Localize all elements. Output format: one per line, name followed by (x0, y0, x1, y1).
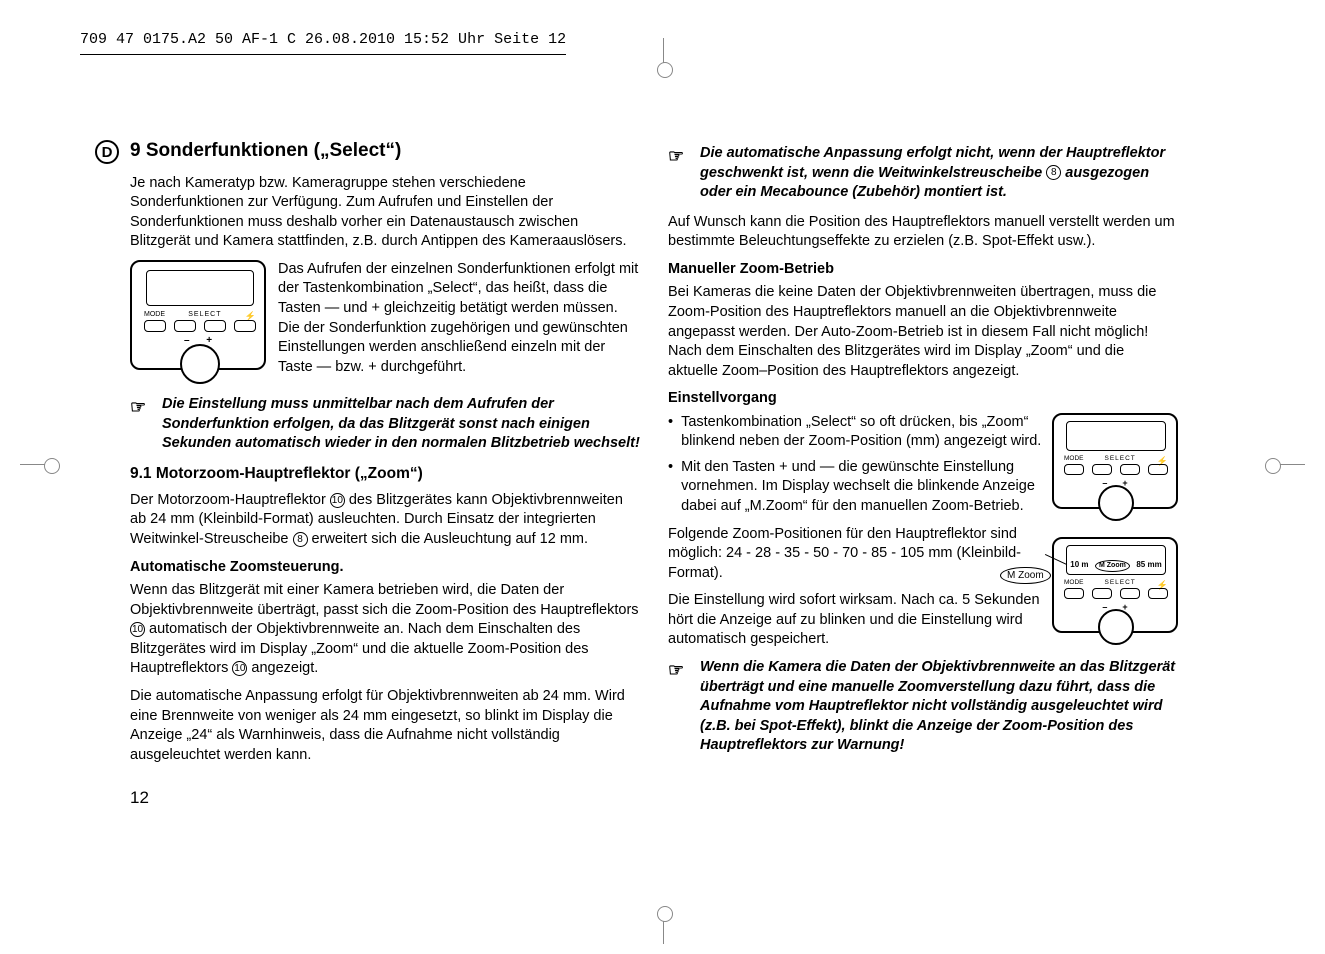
lcd-focal: 85 mm (1136, 560, 1161, 572)
button-minus (174, 320, 196, 332)
device-lcd (146, 270, 254, 306)
subsection-9-1: 9.1 Motorzoom-Hauptreflektor („Zoom“) (130, 464, 640, 485)
note-2: ☞ Die automatische Anpassung erfolgt nic… (668, 144, 1178, 203)
note-1: ☞ Die Einstellung muss unmittelbar nach … (130, 395, 640, 454)
crop-mark-top (654, 38, 674, 68)
device-lcd-3: 10 m M Zoom 85 mm (1066, 545, 1166, 575)
lcd-readout: 10 m M Zoom 85 mm (1067, 560, 1165, 572)
bullet-1: Tastenkombination „Select“ so oft drücke… (668, 413, 1044, 452)
p-auto-1: Wenn das Blitzgerät mit einer Kamera bet… (130, 581, 640, 679)
ref-10c: 10 (232, 661, 247, 676)
minus-label: – (184, 335, 190, 346)
heading-auto-zoom: Automatische Zoomsteuerung. (130, 558, 640, 578)
button-mode (144, 320, 166, 332)
language-badge: D (95, 140, 119, 164)
device-illustration: MODE SELECT ⚡ – + (130, 260, 266, 370)
left-column: 9 Sonderfunktionen („Select“) Je nach Ka… (130, 138, 640, 810)
crop-mark-left (20, 455, 50, 475)
device-figure-2: MODE SELECT ⚡ – + (1052, 413, 1178, 509)
device-dial (180, 344, 220, 384)
lcd-distance: 10 m (1070, 560, 1088, 572)
device-figure-1: MODE SELECT ⚡ – + (130, 260, 266, 370)
heading-manual-zoom: Manueller Zoom-Betrieb (668, 260, 1178, 280)
note-1-text: Die Einstellung muss unmittelbar nach de… (162, 395, 640, 454)
lcd-mzoom-oval: M Zoom (1095, 560, 1130, 572)
page-content: 9 Sonderfunktionen („Select“) Je nach Ka… (130, 138, 1230, 810)
page-number: 12 (130, 787, 640, 810)
plus-label: + (206, 335, 212, 346)
mzoom-callout: M Zoom (1000, 567, 1051, 585)
figure-caption-1: Das Aufrufen der einzelnen Sonderfunktio… (278, 260, 640, 377)
p-auto-2: Die automatische Anpassung erfolgt für O… (130, 687, 640, 765)
button-flash (234, 320, 256, 332)
p-9-1: Der Motorzoom-Hauptreflektor 10 des Blit… (130, 491, 640, 550)
hand-icon: ☞ (668, 144, 690, 203)
figure-with-text-1: MODE SELECT ⚡ – + (130, 260, 640, 377)
note-3-text: Wenn die Kamera die Daten der Objektivbr… (700, 658, 1178, 756)
heading-einstell: Einstellvorgang (668, 389, 1178, 409)
device-lcd-2 (1066, 421, 1166, 451)
ref-10b: 10 (130, 622, 145, 637)
ref-8b: 8 (1046, 165, 1061, 180)
hand-icon: ☞ (668, 658, 690, 756)
header-text: 709 47 0175.A2 50 AF-1 C 26.08.2010 15:5… (80, 30, 566, 55)
crop-mark-right (1275, 455, 1305, 475)
hand-icon: ☞ (130, 395, 152, 454)
right-column: ☞ Die automatische Anpassung erfolgt nic… (668, 138, 1178, 810)
crop-mark-bottom (654, 914, 674, 944)
p-manual: Bei Kameras die keine Daten der Objektiv… (668, 283, 1178, 381)
ref-8: 8 (293, 532, 308, 547)
section-title: 9 Sonderfunktionen („Select“) (130, 138, 640, 164)
right-figures: MODE SELECT ⚡ – + (1052, 413, 1178, 633)
ref-10: 10 (330, 493, 345, 508)
intro-paragraph: Je nach Kameratyp bzw. Kameragruppe steh… (130, 174, 640, 252)
note-3: ☞ Wenn die Kamera die Daten der Objektiv… (668, 658, 1178, 756)
p-wish: Auf Wunsch kann die Position des Hauptre… (668, 213, 1178, 252)
device-figure-3: 10 m M Zoom 85 mm MODE SELECT ⚡ (1052, 537, 1178, 633)
print-header: 709 47 0175.A2 50 AF-1 C 26.08.2010 15:5… (80, 30, 566, 55)
button-plus (204, 320, 226, 332)
device-buttons-2 (1064, 464, 1168, 475)
device-buttons (144, 320, 256, 332)
bullet-2: Mit den Tasten + und — die gewünschte Ei… (668, 458, 1044, 517)
note-2-text: Die automatische Anpassung erfolgt nicht… (700, 144, 1178, 203)
